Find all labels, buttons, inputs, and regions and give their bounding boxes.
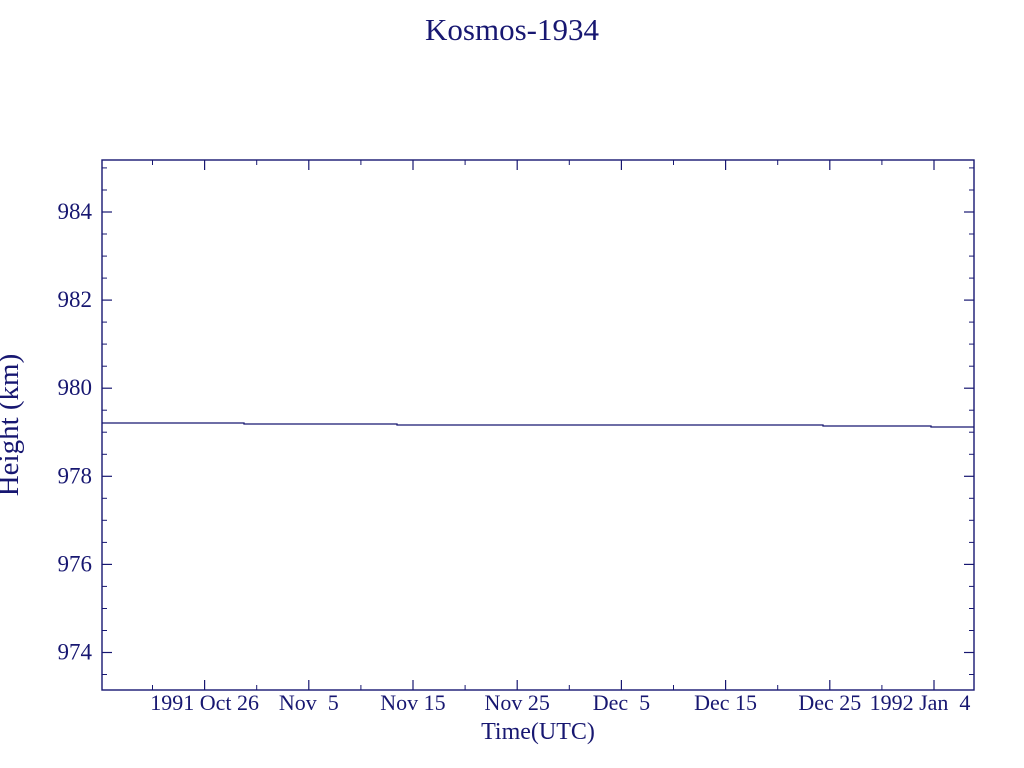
svg-text:Nov 25: Nov 25 bbox=[485, 690, 550, 715]
svg-text:Dec 25: Dec 25 bbox=[798, 690, 861, 715]
svg-text:978: 978 bbox=[58, 463, 93, 488]
svg-text:980: 980 bbox=[58, 375, 93, 400]
svg-text:Nov 15: Nov 15 bbox=[380, 690, 445, 715]
svg-text:984: 984 bbox=[58, 199, 93, 224]
svg-text:976: 976 bbox=[58, 551, 93, 576]
svg-text:982: 982 bbox=[58, 287, 93, 312]
svg-text:974: 974 bbox=[58, 640, 93, 665]
svg-text:Kosmos-1934: Kosmos-1934 bbox=[425, 12, 599, 47]
svg-text:Height (km): Height (km) bbox=[0, 354, 25, 497]
svg-text:Nov 5: Nov 5 bbox=[279, 690, 339, 715]
svg-text:1992 Jan 4: 1992 Jan 4 bbox=[870, 690, 971, 715]
svg-text:Dec 15: Dec 15 bbox=[694, 690, 757, 715]
svg-text:1991 Oct 26: 1991 Oct 26 bbox=[150, 690, 259, 715]
svg-text:Time(UTC): Time(UTC) bbox=[481, 719, 595, 745]
svg-text:Dec 5: Dec 5 bbox=[593, 690, 650, 715]
